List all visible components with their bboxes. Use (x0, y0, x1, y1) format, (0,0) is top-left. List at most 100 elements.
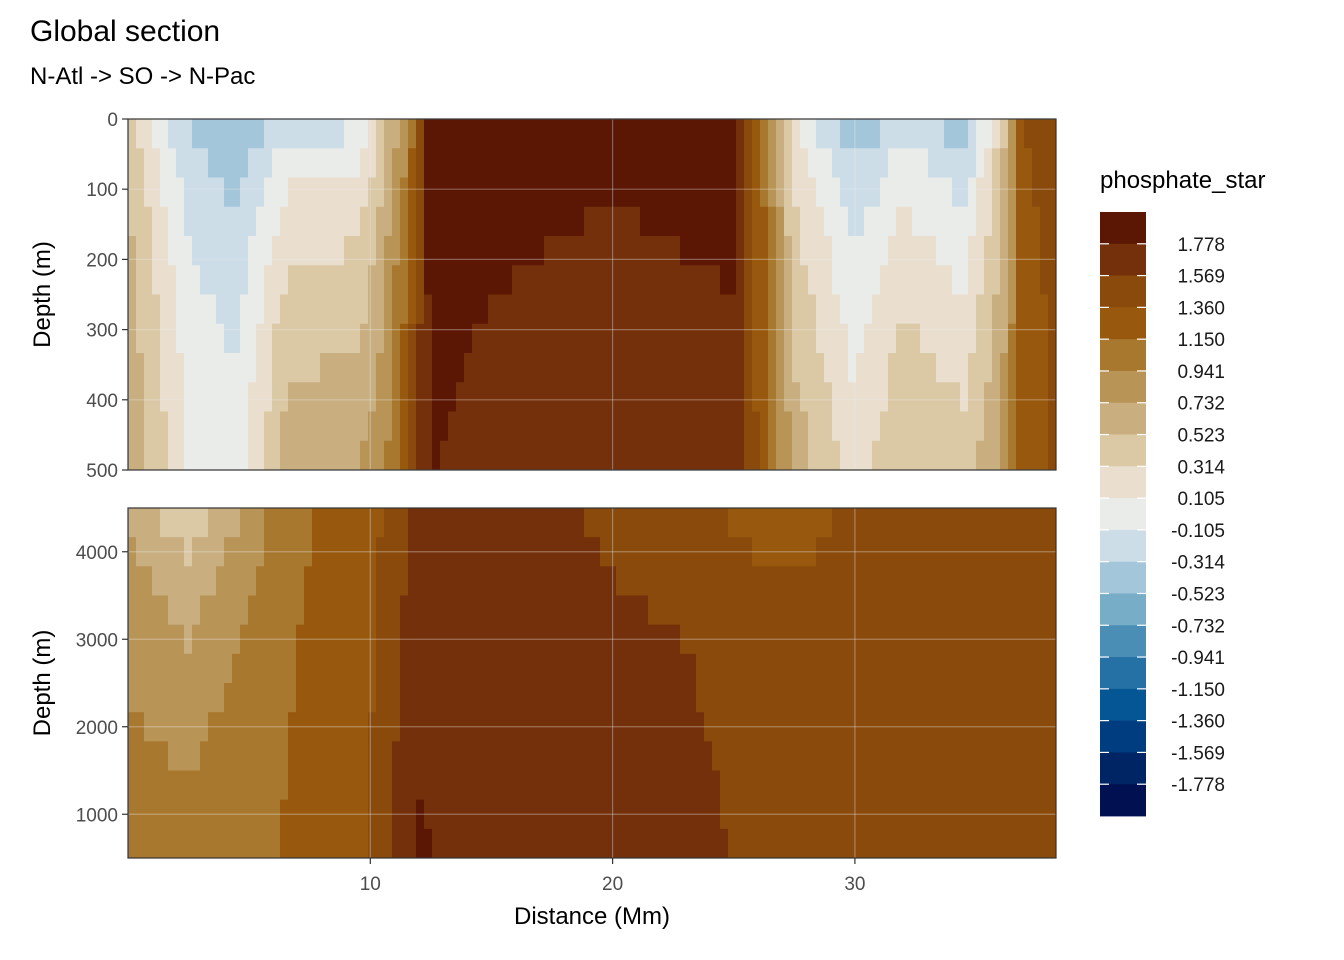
data-cell (800, 828, 809, 858)
x-tick-label: 10 (360, 874, 381, 895)
data-cell (408, 537, 417, 567)
data-cell (400, 353, 409, 383)
data-cell (800, 323, 809, 354)
data-cell (488, 566, 497, 597)
data-cell (496, 177, 505, 208)
data-cell (272, 712, 281, 742)
data-cell (1048, 595, 1056, 626)
data-cell (896, 828, 905, 858)
data-cell (952, 828, 961, 858)
data-cell (448, 653, 457, 684)
data-cell (920, 236, 929, 266)
data-cell (608, 770, 617, 801)
data-cell (344, 624, 353, 655)
data-cell (592, 683, 601, 713)
data-cell (560, 323, 569, 354)
data-cell (456, 741, 465, 772)
data-cell (200, 148, 209, 179)
data-cell (912, 148, 921, 179)
data-cell (696, 236, 705, 266)
data-cell (240, 712, 249, 742)
data-cell (1016, 741, 1025, 772)
data-cell (384, 411, 393, 442)
data-cell (664, 206, 673, 237)
data-cell (296, 566, 305, 597)
data-cell (864, 236, 873, 266)
data-cell (480, 770, 489, 801)
data-cell (336, 683, 345, 713)
data-cell (472, 294, 481, 325)
data-cell (776, 508, 785, 538)
data-cell (1016, 770, 1025, 801)
data-cell (328, 294, 337, 325)
data-cell (176, 236, 185, 266)
data-cell (232, 294, 241, 325)
data-cell (272, 206, 281, 237)
data-cell (784, 537, 793, 567)
data-cell (176, 712, 185, 742)
data-cell (920, 206, 929, 237)
data-cell (752, 624, 761, 655)
data-cell (640, 148, 649, 179)
data-cell (768, 265, 777, 296)
data-cell (480, 177, 489, 208)
data-cell (992, 566, 1001, 597)
data-cell (728, 353, 737, 383)
data-cell (248, 566, 257, 597)
data-cell (664, 828, 673, 858)
data-cell (688, 566, 697, 597)
data-cell (184, 683, 193, 713)
data-cell (608, 411, 617, 442)
data-cell (512, 411, 521, 442)
data-cell (168, 265, 177, 296)
data-cell (904, 440, 913, 470)
data-cell (280, 770, 289, 801)
data-cell (1016, 265, 1025, 296)
data-cell (176, 770, 185, 801)
data-cell (824, 411, 833, 442)
data-cell (712, 440, 721, 470)
data-cell (592, 595, 601, 626)
data-cell (520, 236, 529, 266)
data-cell (936, 537, 945, 567)
data-cell (968, 595, 977, 626)
data-cell (600, 119, 609, 149)
data-cell (824, 265, 833, 296)
data-cell (176, 265, 185, 296)
data-cell (656, 148, 665, 179)
data-cell (448, 323, 457, 354)
data-cell (648, 741, 657, 772)
data-cell (176, 353, 185, 383)
data-cell (792, 119, 801, 149)
data-cell (888, 323, 897, 354)
data-cell (440, 236, 449, 266)
data-cell (512, 119, 521, 149)
data-cell (752, 440, 761, 470)
data-cell (728, 294, 737, 325)
data-cell (128, 177, 137, 208)
data-cell (952, 206, 961, 237)
data-cell (888, 683, 897, 713)
legend-swatch (1100, 402, 1146, 435)
data-cell (824, 440, 833, 470)
data-cell (896, 148, 905, 179)
data-cell (952, 508, 961, 538)
data-cell (1016, 440, 1025, 470)
data-cell (336, 265, 345, 296)
data-cell (752, 177, 761, 208)
data-cell (368, 653, 377, 684)
data-cell (344, 236, 353, 266)
data-cell (928, 537, 937, 567)
data-cell (1032, 624, 1041, 655)
data-cell (824, 119, 833, 149)
data-cell (944, 624, 953, 655)
data-cell (936, 177, 945, 208)
data-cell (248, 770, 257, 801)
data-cell (256, 537, 265, 567)
data-cell (944, 653, 953, 684)
data-cell (864, 799, 873, 830)
data-cell (664, 353, 673, 383)
data-cell (264, 265, 273, 296)
data-cell (288, 741, 297, 772)
data-cell (416, 294, 425, 325)
